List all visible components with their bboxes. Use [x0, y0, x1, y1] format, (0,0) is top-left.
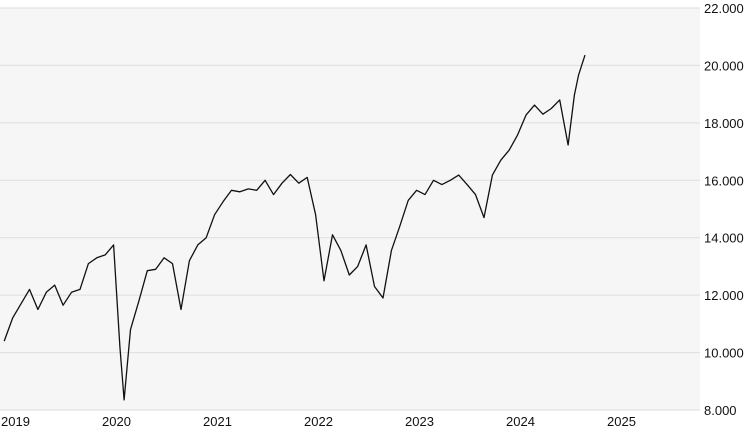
x-tick-label: 2019	[1, 414, 30, 429]
y-axis: 8.000 10.000 12.000 14.000 16.000 18.000 20.00…	[704, 1, 744, 418]
y-tick-label: 10.000	[704, 346, 744, 361]
y-tick-label: 8.000	[704, 403, 737, 418]
y-tick-label: 14.000	[704, 231, 744, 246]
x-tick-label: 2023	[405, 414, 434, 429]
y-tick-label: 12.000	[704, 288, 744, 303]
y-tick-label: 20.000	[704, 58, 744, 73]
x-tick-label: 2024	[506, 414, 535, 429]
x-tick-label: 2022	[304, 414, 333, 429]
x-tick-label: 2021	[203, 414, 232, 429]
series-line-index	[3, 54, 586, 401]
plot-background	[0, 8, 700, 410]
x-axis: 2019 2020 2021 2022 2023 2024 2025	[1, 414, 636, 429]
y-tick-label: 18.000	[704, 116, 744, 131]
y-tick-label: 16.000	[704, 173, 744, 188]
y-tick-label: 22.000	[704, 1, 744, 16]
x-tick-label: 2020	[102, 414, 131, 429]
x-tick-label: 2025	[607, 414, 636, 429]
